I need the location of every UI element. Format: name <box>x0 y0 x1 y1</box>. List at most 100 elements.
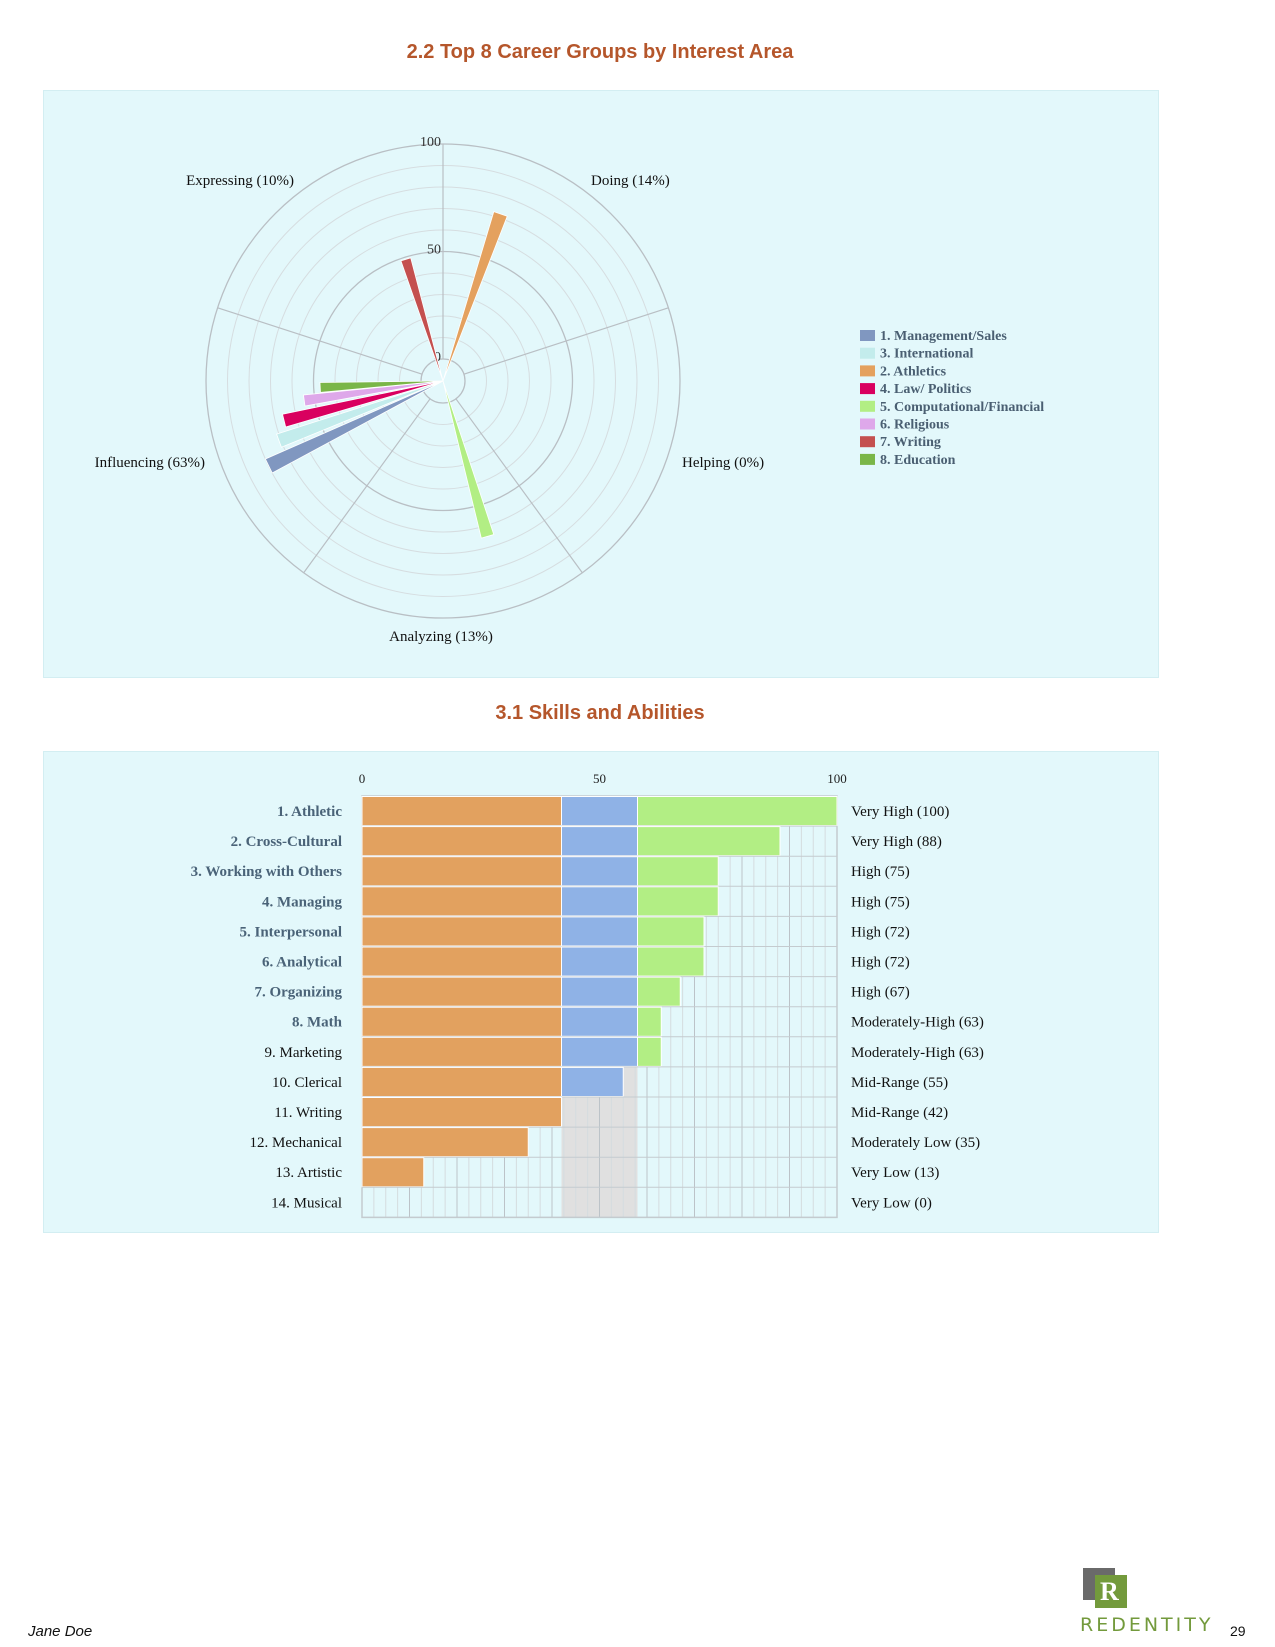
sector-label: Analyzing (13%) <box>389 629 493 645</box>
legend-swatch <box>860 400 875 412</box>
legend-swatch <box>860 330 875 341</box>
category-label: 8. Math <box>292 1015 343 1031</box>
bar-segment <box>637 916 705 947</box>
value-label: Very High (100) <box>851 804 949 820</box>
value-label: High (72) <box>851 955 910 971</box>
sector-label: Doing (14%) <box>591 173 670 189</box>
category-label: 6. Analytical <box>262 955 342 971</box>
category-label: 13. Artistic <box>275 1165 342 1181</box>
polar-bar-6-religious <box>302 380 444 407</box>
bar-segment <box>561 976 638 1007</box>
category-label: 10. Clerical <box>272 1075 342 1091</box>
bar-segment <box>637 826 781 857</box>
bar-segment <box>361 826 562 857</box>
polar-chart-panel: 0 50 100 Doing (14%) Helping (0%) Analyzing (… <box>43 90 1159 678</box>
bar-segment <box>361 1036 562 1067</box>
polar-bar-3-international <box>276 380 444 448</box>
polar-spoke <box>217 307 423 375</box>
bar-segment <box>561 886 638 917</box>
bar-segment <box>361 946 562 977</box>
value-label: Moderately-High (63) <box>851 1015 984 1031</box>
value-label: High (75) <box>851 864 910 880</box>
bar-segment <box>637 946 705 977</box>
sector-label: Influencing (63%) <box>95 455 205 471</box>
category-label: 14. Musical <box>271 1195 342 1211</box>
value-label: Moderately Low (35) <box>851 1135 980 1151</box>
bar-segment <box>637 976 681 1007</box>
legend-label: 1. Management/Sales <box>880 329 1007 344</box>
bar-segment <box>361 1066 562 1097</box>
bar-segment <box>361 886 562 917</box>
footer-name: Jane Doe <box>28 1623 93 1640</box>
bar-segment <box>637 886 719 917</box>
skills-bar-chart: 0 50 100 1. Athletic Very High (100) 2. Cross… <box>191 771 984 1219</box>
category-label: 12. Mechanical <box>250 1135 342 1151</box>
legend-label: 4. Law/ Politics <box>880 382 972 397</box>
bar-segment <box>561 826 638 857</box>
x-tick-label: 0 <box>359 771 366 786</box>
radial-tick-label: 100 <box>420 135 441 150</box>
page-number: 29 <box>1230 1623 1246 1639</box>
bar-segment <box>361 1127 529 1158</box>
sector-label: Helping (0%) <box>682 455 764 471</box>
value-label: High (72) <box>851 924 910 940</box>
value-label: Very High (88) <box>851 834 942 850</box>
radial-tick-label: 50 <box>427 243 441 258</box>
bar-segment <box>637 856 719 887</box>
bar-segment <box>561 916 638 947</box>
bar-segment <box>361 796 562 827</box>
polar-spoke <box>303 398 431 574</box>
legend-swatch <box>860 365 875 377</box>
legend-label: 5. Computational/Financial <box>880 400 1044 415</box>
polar-spoke <box>455 398 583 574</box>
legend-label: 8. Education <box>880 453 956 468</box>
polar-spoke <box>463 307 669 375</box>
skills-chart-panel: 0 50 100 1. Athletic Very High (100) 2. Cross… <box>43 751 1159 1233</box>
legend-swatch <box>860 383 875 395</box>
bar-segment <box>361 976 562 1007</box>
category-label: 2. Cross-Cultural <box>231 834 342 850</box>
bar-segment <box>361 1097 562 1128</box>
polar-bar-2-athletics <box>442 211 508 382</box>
radial-tick-label: 0 <box>434 350 441 365</box>
bar-segment <box>561 1066 624 1097</box>
bar-segment <box>561 856 638 887</box>
polar-chart-title: 2.2 Top 8 Career Groups by Interest Area <box>406 41 794 63</box>
category-label: 3. Working with Others <box>191 864 343 880</box>
polar-bar-4-law-politics <box>282 380 444 428</box>
svg-text:R: R <box>1100 1577 1119 1606</box>
legend-label: 6. Religious <box>880 418 950 433</box>
bar-segment <box>637 1006 662 1037</box>
logo-wordmark: REDENTITY <box>1080 1614 1214 1636</box>
category-label: 1. Athletic <box>277 804 342 820</box>
redentity-logo-icon: R <box>1083 1568 1127 1608</box>
value-label: High (75) <box>851 894 910 910</box>
legend-label: 3. International <box>880 347 973 362</box>
value-label: High (67) <box>851 985 910 1001</box>
polar-bar-8-education <box>319 380 444 393</box>
x-tick-label: 100 <box>827 771 847 786</box>
bar-segment <box>637 796 838 827</box>
value-label: Mid-Range (42) <box>851 1105 948 1121</box>
legend-swatch <box>860 453 875 465</box>
legend-label: 2. Athletics <box>880 364 947 379</box>
polar-bar-5-computational-financial <box>442 380 495 539</box>
value-label: Very Low (13) <box>851 1165 939 1181</box>
bar-segment <box>561 1036 638 1067</box>
bar-segment <box>561 1006 638 1037</box>
bar-segment <box>361 916 562 947</box>
category-label: 5. Interpersonal <box>240 924 343 940</box>
x-tick-label: 50 <box>593 771 606 786</box>
value-label: Very Low (0) <box>851 1195 932 1211</box>
polar-bar-7-writing <box>400 257 444 382</box>
category-label: 4. Managing <box>262 894 343 910</box>
skills-chart-title: 3.1 Skills and Abilities <box>495 702 705 724</box>
legend-swatch <box>860 436 875 448</box>
value-label: Mid-Range (55) <box>851 1075 948 1091</box>
sector-label: Expressing (10%) <box>186 173 294 189</box>
polar-chart: 0 50 100 Doing (14%) Helping (0%) Analyzing (… <box>95 135 1045 645</box>
category-label: 7. Organizing <box>254 985 342 1001</box>
legend-swatch <box>860 347 875 359</box>
legend-swatch <box>860 418 875 430</box>
bar-segment <box>561 946 638 977</box>
